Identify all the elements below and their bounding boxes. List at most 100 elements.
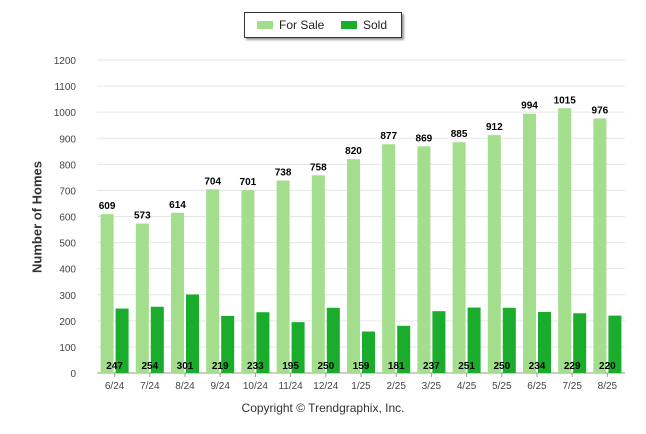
bar-sold	[432, 311, 446, 373]
bar-for-sale	[206, 189, 220, 373]
bar-sold	[291, 322, 305, 373]
legend-label-for-sale: For Sale	[279, 18, 325, 32]
x-tick-label: 8/24	[175, 381, 195, 392]
data-label-sold: 229	[564, 361, 581, 372]
data-label-for-sale: 738	[275, 168, 292, 179]
data-label-for-sale: 820	[345, 146, 362, 157]
bar-for-sale	[135, 223, 149, 373]
x-tick-label: 11/24	[278, 381, 303, 392]
bar-for-sale	[452, 142, 466, 373]
x-tick-label: 8/25	[598, 381, 618, 392]
bars	[100, 108, 622, 374]
x-tick-label: 7/25	[562, 381, 582, 392]
bar-sold	[186, 294, 199, 373]
bar-for-sale	[523, 113, 536, 374]
y-tick-label: 200	[59, 317, 76, 328]
data-label-for-sale: 877	[380, 131, 397, 142]
x-tick-label: 7/24	[140, 381, 160, 392]
bar-for-sale	[276, 180, 290, 373]
bar-for-sale	[100, 214, 114, 373]
data-label-for-sale: 758	[310, 162, 327, 173]
legend-item-for-sale[interactable]: For Sale	[257, 18, 324, 32]
bar-for-sale	[593, 118, 607, 373]
bar-sold	[573, 313, 587, 373]
y-tick-label: 1000	[54, 108, 77, 119]
bar-sold	[115, 308, 129, 373]
data-label-for-sale: 912	[486, 122, 503, 133]
copyright-text: Copyright © Trendgraphix, Inc.	[241, 401, 405, 415]
data-label-sold: 250	[317, 361, 334, 372]
data-label-sold: 250	[493, 361, 510, 372]
x-tick-label: 6/24	[105, 381, 125, 392]
data-label-sold: 195	[282, 361, 299, 372]
data-label-for-sale: 701	[240, 177, 257, 188]
bar-sold	[362, 331, 375, 373]
data-label-sold: 233	[247, 361, 264, 372]
bar-sold	[397, 325, 411, 373]
data-label-sold: 301	[177, 361, 194, 372]
data-label-sold: 220	[599, 361, 616, 372]
bar-for-sale	[311, 175, 325, 373]
y-tick-label: 600	[59, 213, 76, 224]
data-label-sold: 219	[212, 361, 229, 372]
bar-for-sale	[487, 135, 501, 373]
y-tick-label: 1100	[54, 82, 76, 93]
data-label-for-sale: 885	[451, 129, 468, 140]
x-tick-label: 12/24	[313, 381, 338, 392]
y-tick-label: 0	[70, 369, 76, 380]
y-tick-label: 900	[59, 134, 76, 145]
data-label-sold: 181	[388, 361, 405, 372]
x-tick-label: 5/25	[492, 381, 512, 392]
y-tick-label: 100	[59, 343, 76, 354]
legend: For Sale Sold	[244, 12, 402, 38]
bar-sold	[608, 315, 622, 373]
data-label-for-sale: 704	[204, 176, 221, 187]
data-label-for-sale: 614	[169, 200, 186, 211]
data-label-for-sale: 869	[416, 133, 433, 144]
x-tick-label: 10/24	[243, 381, 268, 392]
legend-label-sold: Sold	[363, 18, 388, 32]
x-tick-label: 4/25	[457, 381, 477, 392]
y-tick-label: 700	[59, 186, 76, 197]
data-label-for-sale: 976	[592, 105, 609, 116]
y-tick-label: 500	[59, 239, 76, 250]
bar-sold	[502, 307, 516, 373]
data-label-for-sale: 609	[99, 201, 116, 212]
legend-swatch-sold	[341, 21, 357, 29]
x-axis-ticks: 6/24 7/24 8/24 9/24 10/24 11/24 12/24 1/25 2/25 3…	[105, 373, 618, 392]
bar-for-sale	[171, 212, 184, 373]
y-tick-label: 400	[59, 265, 76, 276]
y-axis-ticks: 0 100 200 300 400 500 600 700 800 900 1000 1100 1200	[54, 56, 77, 380]
x-tick-label: 1/25	[351, 381, 371, 392]
bar-sold	[326, 307, 340, 373]
data-label-sold: 247	[106, 361, 123, 372]
y-axis-label: Number of Homes	[29, 161, 45, 273]
data-label-for-sale: 573	[134, 211, 151, 222]
bar-sold	[221, 315, 235, 373]
data-labels: 609 247 573 254 614 301 704 219 701 233 738 195 758 2…	[99, 95, 616, 372]
bar-sold	[538, 311, 551, 373]
data-label-for-sale: 1015	[554, 95, 577, 106]
data-label-sold: 251	[458, 361, 475, 372]
data-label-sold: 234	[529, 361, 546, 372]
bar-for-sale	[417, 146, 431, 373]
x-tick-label: 6/25	[527, 381, 547, 392]
x-tick-label: 9/24	[210, 381, 230, 392]
legend-swatch-for-sale	[257, 21, 273, 29]
bar-sold	[467, 307, 481, 373]
data-label-sold: 254	[141, 361, 158, 372]
bar-for-sale	[241, 190, 255, 373]
bar-for-sale	[347, 159, 360, 373]
x-tick-label: 3/25	[422, 381, 442, 392]
data-label-sold: 237	[423, 361, 440, 372]
x-tick-label: 2/25	[386, 381, 406, 392]
data-label-sold: 159	[353, 361, 370, 372]
y-tick-label: 800	[59, 160, 76, 171]
bar-for-sale	[558, 108, 572, 374]
legend-item-sold[interactable]: Sold	[341, 18, 387, 32]
y-tick-label: 300	[59, 291, 76, 302]
data-label-for-sale: 994	[521, 101, 538, 112]
bar-sold	[256, 312, 270, 373]
y-tick-label: 1200	[54, 56, 77, 67]
